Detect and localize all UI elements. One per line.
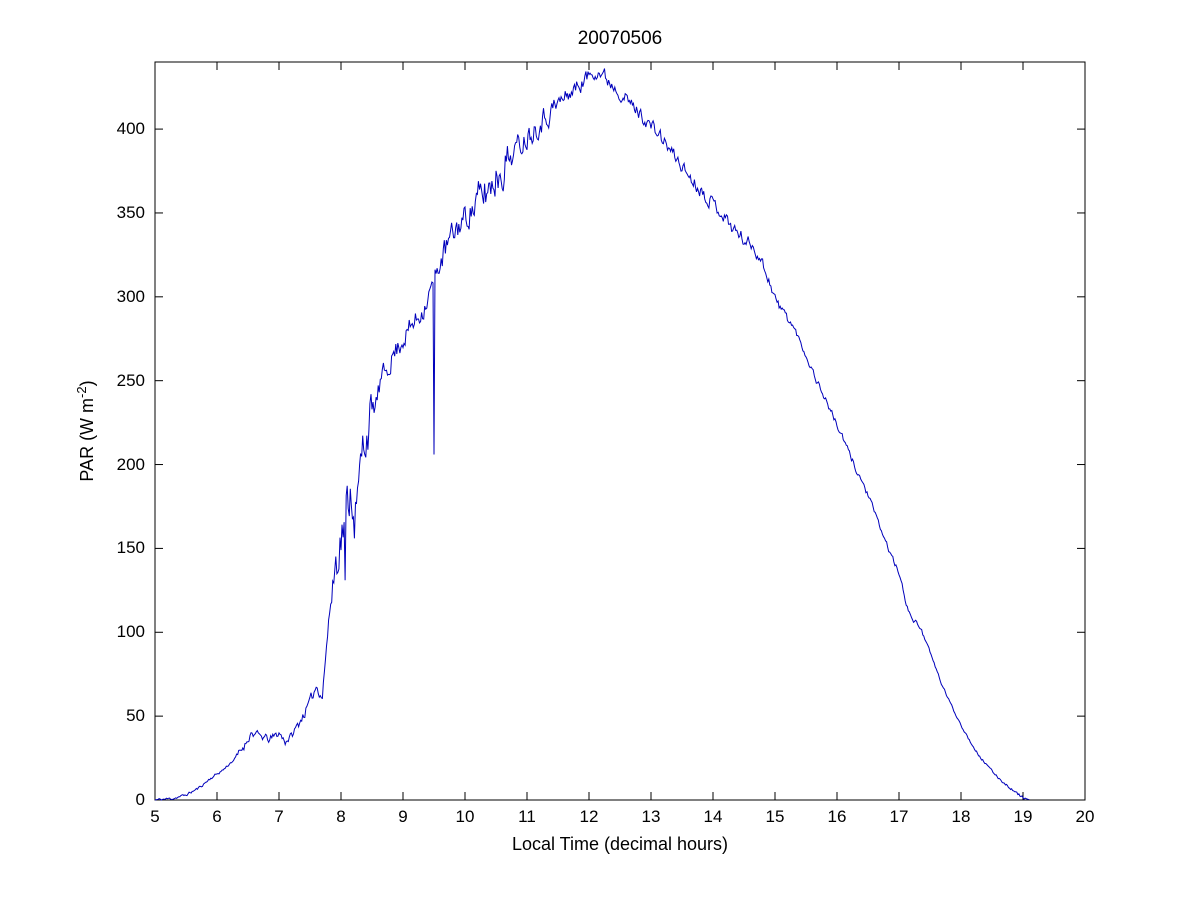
y-tick-label: 200 bbox=[116, 454, 145, 474]
y-tick-label: 350 bbox=[116, 202, 145, 222]
data-series-line bbox=[154, 68, 1030, 801]
x-tick-label: 14 bbox=[703, 807, 723, 826]
y-tick-label: 300 bbox=[116, 286, 145, 306]
x-tick-label: 20 bbox=[1075, 807, 1095, 826]
y-tick-label: 400 bbox=[116, 119, 145, 139]
y-tick-label: 150 bbox=[116, 538, 145, 558]
x-tick-label: 13 bbox=[641, 807, 661, 826]
x-tick-label: 16 bbox=[827, 807, 847, 826]
x-tick-label: 15 bbox=[765, 807, 785, 826]
y-tick-label: 100 bbox=[116, 622, 145, 642]
x-tick-label: 17 bbox=[889, 807, 909, 826]
x-tick-label: 6 bbox=[212, 807, 222, 826]
x-tick-label: 12 bbox=[579, 807, 599, 826]
x-axis-label: Local Time (decimal hours) bbox=[511, 834, 729, 854]
x-tick-label: 9 bbox=[398, 807, 408, 826]
x-tick-label: 5 bbox=[150, 807, 160, 826]
y-tick-label: 250 bbox=[116, 370, 145, 390]
x-tick-label: 19 bbox=[1013, 807, 1033, 826]
x-tick-label: 7 bbox=[274, 807, 284, 826]
y-tick-label: 50 bbox=[126, 706, 145, 726]
chart-title: 20070506 bbox=[577, 28, 663, 49]
y-tick-label: 0 bbox=[135, 790, 145, 809]
x-tick-label: 11 bbox=[518, 807, 536, 826]
x-tick-label: 10 bbox=[455, 807, 475, 826]
x-tick-label: 18 bbox=[951, 807, 971, 826]
x-tick-label: 8 bbox=[336, 807, 346, 826]
axes-box bbox=[154, 61, 1086, 801]
